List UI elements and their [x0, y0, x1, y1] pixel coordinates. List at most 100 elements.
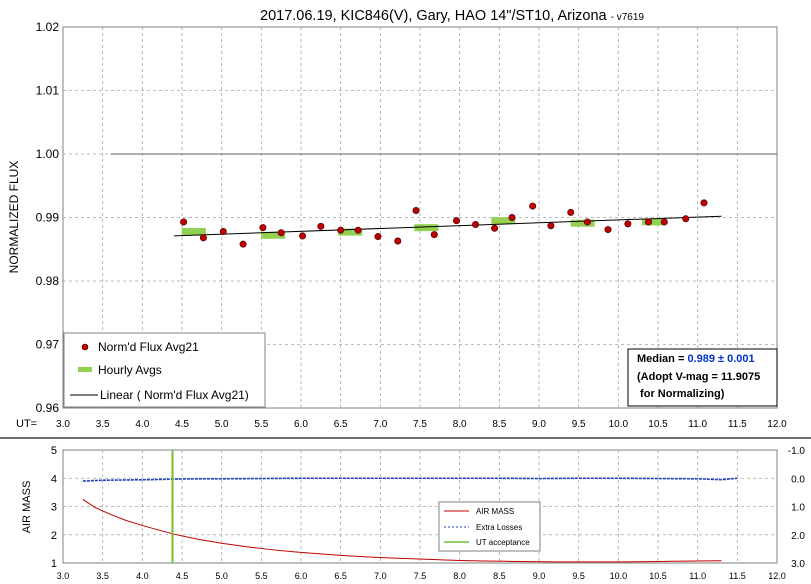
ut-prefix-label: UT= [16, 418, 37, 430]
airmass-x-tick-label: 11.5 [729, 571, 746, 581]
flux-x-tick-label: 9.5 [572, 419, 586, 430]
flux-x-tick-label: 3.0 [56, 419, 70, 430]
flux-data-point [452, 217, 460, 225]
flux-data-point [374, 233, 382, 241]
flux-data-point [644, 218, 652, 226]
flux-data-point [430, 231, 438, 239]
losses-y-tick-label: 1.0 [791, 503, 805, 514]
median-label: Median = [637, 353, 687, 365]
flux-x-tick-label: 6.0 [294, 419, 308, 430]
flux-data-point [491, 224, 499, 232]
flux-data-point [277, 229, 285, 237]
chart-title: 2017.06.19, KIC846(V), Gary, HAO 14"/ST1… [260, 8, 644, 24]
flux-data-point [317, 222, 325, 230]
flux-x-tick-label: 4.0 [135, 419, 149, 430]
title-main: 2017.06.19, KIC846(V), Gary, HAO 14"/ST1… [260, 8, 608, 24]
airmass-curve [82, 499, 722, 563]
flux-y-tick-label: 0.96 [36, 401, 60, 415]
airmass-x-tick-label: 10.5 [649, 571, 667, 581]
linear-trend-line [174, 215, 722, 237]
airmass-legend-frame [438, 501, 541, 552]
flux-series [110, 153, 777, 248]
extra-losses-curve [82, 477, 738, 482]
airmass-x-tick-label: 10.0 [610, 571, 628, 581]
flux-x-tick-label: 7.0 [373, 419, 387, 430]
median-line: Median = 0.989 ± 0.001 [637, 353, 755, 365]
flux-x-tick-label: 8.0 [453, 419, 467, 430]
flux-y-tick-labels: 0.96 0.97 0.98 0.99 1.00 1.01 1.02 [36, 20, 60, 415]
flux-data-point [583, 218, 591, 226]
hourly-avg-mark [261, 231, 286, 239]
flux-data-point [219, 227, 227, 235]
hourly-avg-mark [414, 224, 439, 232]
flux-x-tick-label: 11.5 [728, 419, 747, 430]
airmass-x-tick-label: 8.5 [493, 571, 506, 581]
losses-y-tick-label: -1.0 [788, 446, 806, 457]
legend-losses-label: Extra Losses [476, 523, 522, 532]
legend-airmass-label: AIR MASS [476, 507, 514, 516]
airmass-x-tick-label: 4.5 [176, 571, 189, 581]
airmass-series [82, 450, 738, 563]
legend-flux-label: Norm'd Flux Avg21 [98, 340, 199, 354]
flux-x-tick-label: 9.0 [532, 419, 546, 430]
losses-y-tick-label: 3.0 [791, 559, 805, 570]
flux-x-tick-label: 5.5 [254, 419, 268, 430]
flux-data-point [567, 208, 575, 216]
losses-y-tick-label: 2.0 [791, 531, 805, 542]
airmass-y-tick-label: 1 [51, 558, 57, 570]
title-version: - v7619 [611, 12, 645, 23]
adopt-vmag-text: (Adopt V-mag = 11.9075 [637, 371, 760, 383]
airmass-plot: 1 2 3 4 5 -1.0 0.0 1.0 2.0 3.0 3.0 3.5 4.0 4.5 5.0 5.… [21, 445, 805, 581]
flux-x-tick-label: 10.0 [609, 419, 629, 430]
airmass-legend: AIR MASS Extra Losses UT acceptance [438, 501, 541, 552]
airmass-y-tick-label: 4 [51, 473, 57, 485]
flux-legend: Norm'd Flux Avg21 Hourly Avgs Linear ( N… [63, 332, 266, 408]
airmass-y-tick-label: 2 [51, 530, 57, 542]
flux-data-point [412, 207, 420, 215]
airmass-x-tick-labels: 3.0 3.5 4.0 4.5 5.0 5.5 6.0 6.5 7.0 7.5 8.0 8.5 9.0 9… [57, 571, 786, 581]
flux-data-point [337, 226, 345, 234]
flux-x-tick-label: 5.0 [215, 419, 229, 430]
hourly-avg-mark [491, 217, 516, 225]
hourly-avg-mark [570, 219, 595, 227]
airmass-y-axis-label: AIR MASS [21, 481, 33, 534]
flux-x-tick-label: 4.5 [175, 419, 189, 430]
hourly-avg-mark [642, 218, 667, 226]
flux-x-tick-label: 12.0 [767, 419, 787, 430]
flux-data-point [394, 237, 402, 245]
flux-data-point [529, 202, 537, 210]
flux-data-point [299, 232, 307, 240]
flux-x-tick-label: 3.5 [96, 419, 110, 430]
losses-y-tick-labels: -1.0 0.0 1.0 2.0 3.0 [788, 446, 806, 570]
hourly-avg-mark [338, 228, 363, 236]
flux-x-tick-label: 6.5 [334, 419, 348, 430]
airmass-y-tick-labels: 1 2 3 4 5 [51, 445, 57, 570]
airmass-x-tick-label: 12.0 [768, 571, 786, 581]
flux-data-point [259, 224, 267, 232]
flux-data-point [604, 226, 612, 234]
flux-data-point [180, 218, 188, 226]
flux-data-point [472, 220, 480, 228]
flux-x-tick-label: 7.5 [413, 419, 427, 430]
legend-ut-label: UT acceptance [476, 538, 530, 547]
flux-data-point [682, 215, 690, 223]
airmass-x-tick-label: 6.0 [295, 571, 308, 581]
flux-data-point [239, 240, 247, 248]
median-value: 0.989 ± 0.001 [687, 353, 754, 365]
flux-y-axis-label: NORMALIZED FLUX [7, 161, 21, 274]
flux-y-tick-label: 0.97 [36, 338, 60, 352]
flux-data-point [508, 214, 516, 222]
airmass-x-tick-label: 9.0 [533, 571, 546, 581]
airmass-x-tick-label: 5.5 [255, 571, 268, 581]
median-box [627, 348, 778, 407]
airmass-x-tick-label: 4.0 [136, 571, 149, 581]
flux-data-point [547, 222, 555, 230]
flux-x-tick-label: 8.5 [492, 419, 506, 430]
legend-hourly-label: Hourly Avgs [98, 363, 162, 377]
airmass-y-tick-label: 3 [51, 502, 57, 514]
median-annotation: Median = 0.989 ± 0.001 (Adopt V-mag = 11… [627, 348, 778, 407]
airmass-x-tick-label: 5.0 [215, 571, 228, 581]
flux-y-tick-label: 1.01 [36, 84, 60, 98]
flux-data-point [354, 226, 362, 234]
flux-x-tick-label: 10.5 [648, 419, 668, 430]
